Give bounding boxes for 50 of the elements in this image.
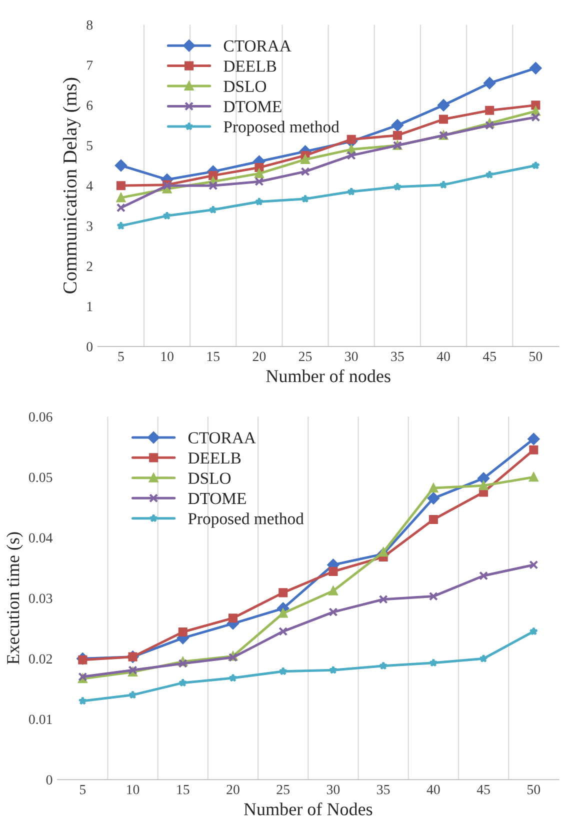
y-tick-label: 3 <box>86 221 93 231</box>
x-tick-label: 40 <box>436 352 450 362</box>
y-axis-title: Execution time (s) <box>6 532 23 664</box>
x-tick-label: 5 <box>118 352 124 362</box>
y-tick-label: 2 <box>86 262 92 271</box>
x-tick-label: 45 <box>476 784 490 794</box>
x-tick-label: 5 <box>80 785 86 794</box>
y-tick-label: 0.02 <box>28 654 52 664</box>
legend-label: DTOME <box>224 101 282 112</box>
y-tick-label: 5 <box>86 141 93 150</box>
x-tick-label: 15 <box>177 784 190 794</box>
y-tick-label: 0 <box>46 775 52 785</box>
x-tick-label: 25 <box>298 352 312 362</box>
legend-label: DTOME <box>188 492 246 504</box>
x-tick-label: 30 <box>326 784 340 794</box>
legend-label: CTORAA <box>188 432 256 444</box>
x-axis-title: Number of Nodes <box>244 802 372 816</box>
x-tick-label: 50 <box>528 784 540 794</box>
x-tick-label: 45 <box>482 352 496 362</box>
y-axis-title: Communication Delay (ms) <box>62 78 81 294</box>
x-tick-label: 10 <box>161 352 174 362</box>
legend-label: Proposed method <box>188 512 304 528</box>
legend-label: DEELB <box>188 452 241 464</box>
x-tick-label: 40 <box>426 784 440 794</box>
y-tick-label: 0.03 <box>28 594 52 604</box>
y-tick-label: 0.05 <box>28 472 52 482</box>
x-tick-label: 10 <box>127 784 140 794</box>
x-tick-label: 20 <box>252 352 266 362</box>
x-tick-label: 15 <box>207 352 220 362</box>
legend-label: DSLO <box>188 472 231 484</box>
y-tick-label: 0.06 <box>28 412 52 422</box>
x-tick-label: 35 <box>391 352 404 362</box>
x-tick-label: 35 <box>377 784 390 794</box>
y-tick-label: 4 <box>86 181 93 190</box>
x-axis-title: Number of nodes <box>266 369 390 382</box>
legend-label: DEELB <box>224 60 276 72</box>
x-tick-label: 50 <box>530 352 542 362</box>
legend-label: DSLO <box>224 80 266 92</box>
x-tick-label: 20 <box>226 784 240 794</box>
y-tick-label: 6 <box>86 100 93 110</box>
legend-label: CTORAA <box>224 40 292 52</box>
y-tick-label: 8 <box>86 20 93 30</box>
x-tick-label: 25 <box>276 784 290 794</box>
y-tick-label: 0 <box>86 342 93 352</box>
x-tick-label: 30 <box>345 352 358 362</box>
y-tick-label: 7 <box>87 60 93 70</box>
y-tick-label: 0.01 <box>28 714 52 724</box>
y-tick-label: 0.04 <box>28 533 53 543</box>
legend-label: Proposed method <box>224 120 340 136</box>
y-tick-label: 1 <box>87 302 92 312</box>
